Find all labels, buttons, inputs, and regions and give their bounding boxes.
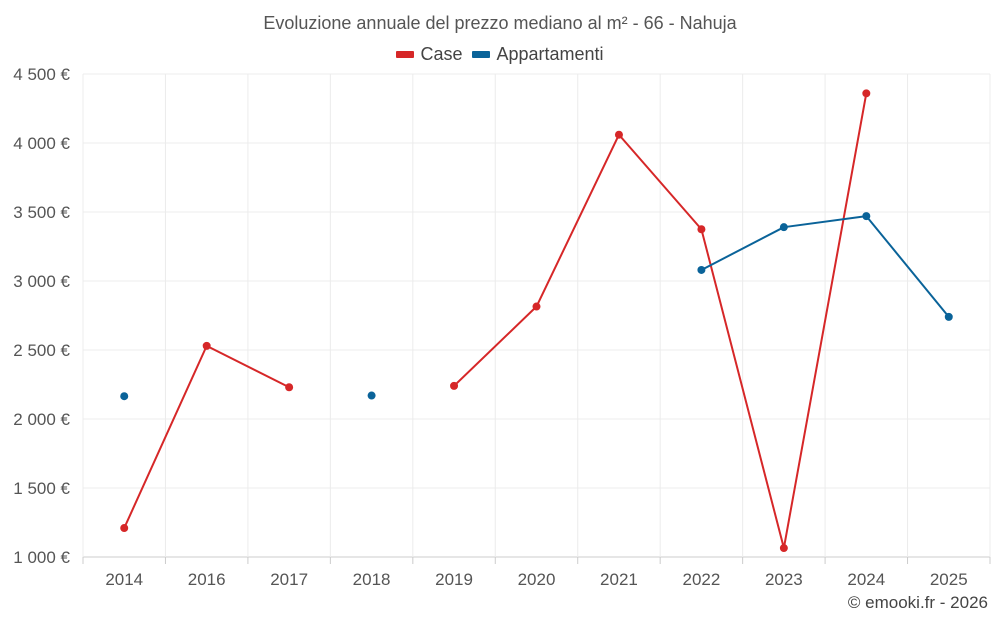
legend-label-case: Case bbox=[420, 44, 463, 64]
x-tick-label: 2021 bbox=[600, 570, 638, 589]
credit-text: © emooki.fr - 2026 bbox=[847, 593, 988, 612]
data-point-appartamenti bbox=[367, 391, 376, 400]
x-tick-label: 2023 bbox=[765, 570, 803, 589]
x-tick-label: 2016 bbox=[188, 570, 226, 589]
x-tick-label: 2024 bbox=[847, 570, 885, 589]
y-tick-label: 3 000 € bbox=[13, 272, 70, 291]
data-point-appartamenti bbox=[944, 312, 953, 321]
data-point-appartamenti bbox=[779, 223, 788, 232]
data-point-case bbox=[697, 225, 706, 234]
data-point-case bbox=[862, 89, 871, 98]
y-tick-label: 4 500 € bbox=[13, 65, 70, 84]
data-point-case bbox=[202, 341, 211, 350]
data-point-case bbox=[614, 130, 623, 139]
data-point-case bbox=[450, 381, 459, 390]
legend-item-case[interactable]: Case bbox=[396, 44, 462, 65]
x-tick-label: 2020 bbox=[518, 570, 556, 589]
x-tick-label: 2022 bbox=[682, 570, 720, 589]
x-tick-label: 2014 bbox=[105, 570, 143, 589]
x-tick-label: 2025 bbox=[930, 570, 968, 589]
legend-label-appartamenti: Appartamenti bbox=[496, 44, 604, 64]
x-tick-label: 2018 bbox=[353, 570, 391, 589]
series-line-case bbox=[453, 93, 868, 550]
y-tick-label: 2 000 € bbox=[13, 410, 70, 429]
data-point-appartamenti bbox=[862, 212, 871, 221]
x-tick-label: 2017 bbox=[270, 570, 308, 589]
y-tick-label: 1 000 € bbox=[13, 548, 70, 567]
legend-swatch-case bbox=[396, 51, 415, 58]
x-tick-label: 2019 bbox=[435, 570, 473, 589]
y-tick-label: 2 500 € bbox=[13, 341, 70, 360]
y-tick-label: 4 000 € bbox=[13, 134, 70, 153]
y-tick-label: 3 500 € bbox=[13, 203, 70, 222]
data-point-appartamenti bbox=[120, 392, 129, 401]
data-point-case bbox=[285, 383, 294, 392]
legend-swatch-appartamenti bbox=[472, 51, 491, 58]
data-point-appartamenti bbox=[697, 265, 706, 274]
chart-title: Evoluzione annuale del prezzo mediano al… bbox=[263, 13, 737, 33]
series-line-case bbox=[123, 344, 290, 529]
series-line-appartamenti bbox=[700, 215, 950, 318]
chart-legend: Case Appartamenti bbox=[0, 44, 1000, 65]
data-point-case bbox=[532, 302, 541, 311]
y-tick-label: 1 500 € bbox=[13, 479, 70, 498]
legend-item-appartamenti[interactable]: Appartamenti bbox=[472, 44, 604, 65]
data-point-case bbox=[779, 544, 788, 553]
data-point-case bbox=[120, 524, 129, 533]
